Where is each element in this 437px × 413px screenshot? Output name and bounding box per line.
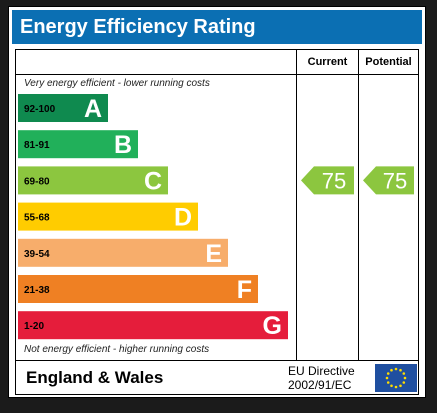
rating-grid: Current Potential Very energy efficient … <box>15 49 419 361</box>
current-rating-arrow-value: 75 <box>322 168 346 193</box>
flag-star <box>386 372 390 375</box>
note-efficient: Very energy efficient - lower running co… <box>24 78 210 89</box>
band-letter-f: F <box>237 276 252 304</box>
chart-title: Energy Efficiency Rating <box>12 10 422 44</box>
flag-star <box>403 376 407 380</box>
band-bar-d <box>18 202 198 231</box>
band-range-d: 55-68 <box>24 213 50 224</box>
eu-directive: EU Directive 2002/91/EC <box>288 364 372 392</box>
band-range-c: 69-80 <box>24 176 50 187</box>
divider-potential <box>358 50 359 360</box>
band-bar-b <box>18 130 138 159</box>
band-range-f: 21-38 <box>24 285 50 296</box>
flag-star <box>399 368 402 372</box>
column-potential: Potential <box>365 56 412 68</box>
footer: England & Wales EU Directive 2002/91/EC <box>15 361 419 395</box>
divider-current <box>296 50 297 360</box>
band-range-b: 81-91 <box>24 140 50 151</box>
directive-line-1: EU Directive <box>288 364 355 378</box>
band-letter-g: G <box>263 312 282 340</box>
flag-star <box>386 381 390 384</box>
band-range-g: 1-20 <box>24 321 44 332</box>
flag-star <box>394 385 398 389</box>
band-g: 1-20 G <box>18 311 288 340</box>
band-e: 39-54 E <box>18 238 228 268</box>
column-current: Current <box>307 56 348 68</box>
flag-star <box>385 376 389 380</box>
potential-rating-arrow-shape <box>363 166 414 195</box>
note-inefficient: Not energy efficient - higher running co… <box>24 344 210 355</box>
region-label: England & Wales <box>26 368 164 387</box>
band-bar-e <box>18 238 228 267</box>
band-bar-f <box>18 275 258 303</box>
directive-line-2: 2002/91/EC <box>288 378 352 392</box>
eu-flag-icon <box>375 364 417 392</box>
current-rating-arrow-shape <box>301 166 354 195</box>
flag-star <box>390 384 393 388</box>
header-divider <box>16 74 418 75</box>
rating-bands: 92-100 A 81-91 B 69-80 C 55-68 D 39-54 E 21-38 F 1-2… <box>18 94 414 340</box>
band-a: 92-100 A <box>18 94 108 123</box>
band-letter-d: D <box>174 204 192 232</box>
flag-star <box>399 384 402 388</box>
potential-rating-arrow: 75 <box>363 166 414 195</box>
band-f: 21-38 F <box>18 275 258 304</box>
band-d: 55-68 D <box>18 202 198 232</box>
band-b: 81-91 B <box>18 130 138 159</box>
epc-card: Energy Efficiency Rating Current Potenti… <box>8 6 426 398</box>
flag-star <box>394 367 398 371</box>
band-range-a: 92-100 <box>24 104 56 115</box>
flag-star <box>402 372 406 375</box>
band-bar-c <box>18 166 168 195</box>
band-letter-b: B <box>114 131 132 159</box>
current-rating-arrow: 75 <box>301 166 354 195</box>
flag-star <box>402 381 406 384</box>
band-letter-c: C <box>144 167 162 195</box>
band-letter-a: A <box>84 95 102 123</box>
band-bar-g <box>18 311 288 340</box>
band-range-e: 39-54 <box>24 249 50 260</box>
band-letter-e: E <box>205 240 222 268</box>
band-bar-a <box>18 94 108 122</box>
potential-rating-arrow-value: 75 <box>383 168 407 193</box>
band-c: 69-80 C <box>18 166 168 195</box>
flag-star <box>390 368 393 372</box>
